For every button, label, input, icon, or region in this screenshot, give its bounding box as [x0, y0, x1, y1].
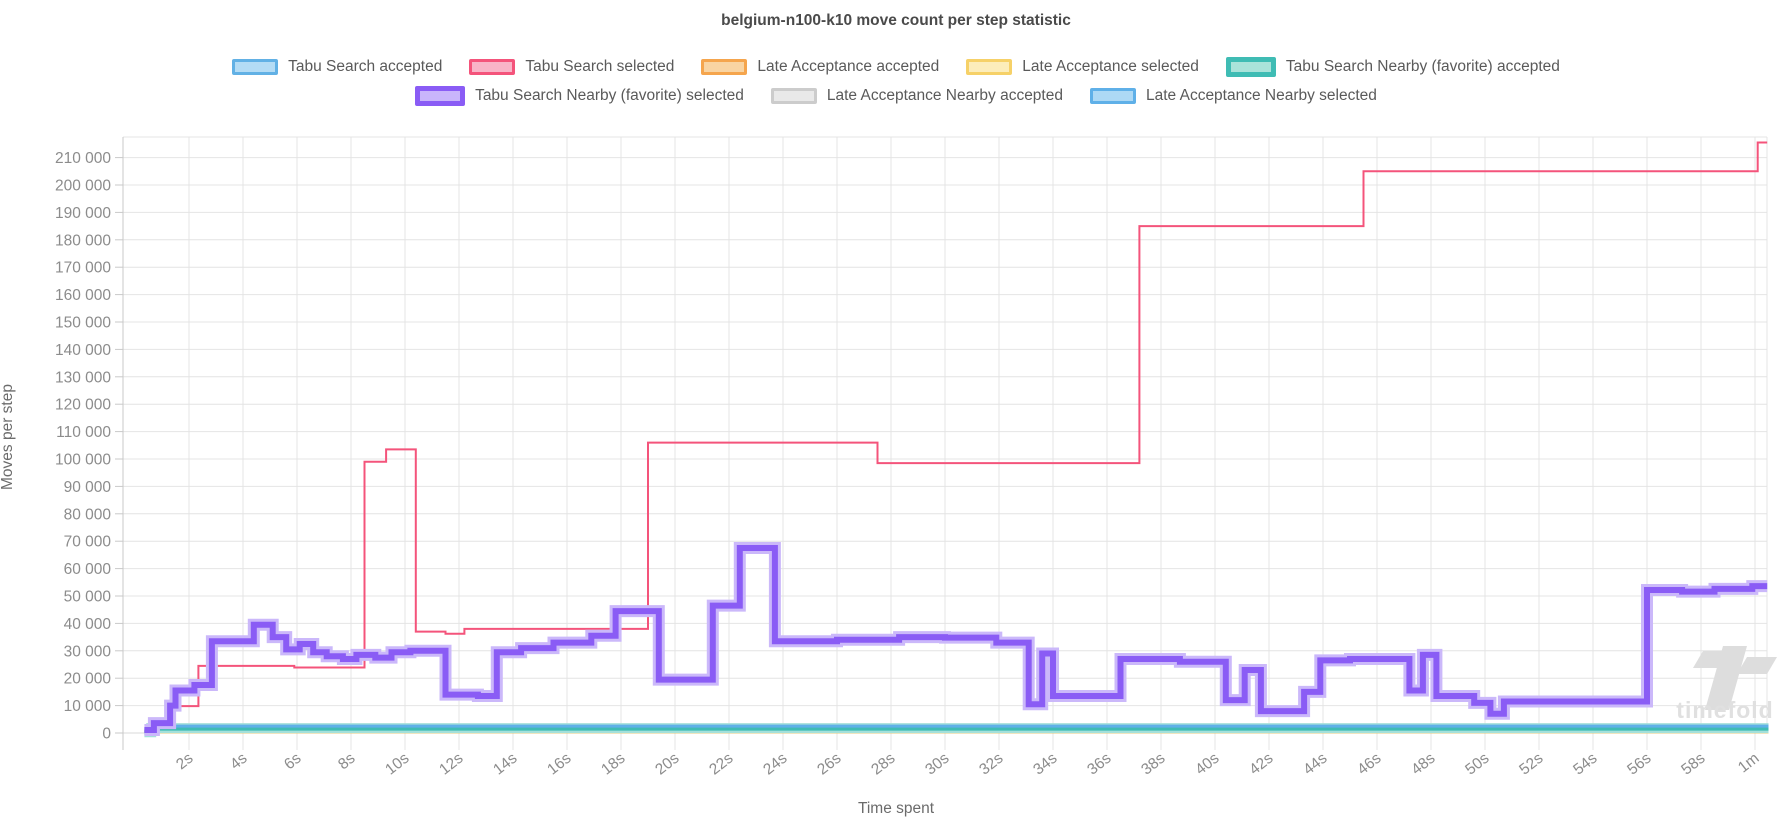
y-tick-label: 50 000: [64, 589, 112, 606]
legend-item-late-acceptance-accepted[interactable]: Late Acceptance accepted: [701, 58, 939, 76]
legend-label: Late Acceptance Nearby accepted: [826, 87, 1063, 104]
y-tick-label: 190 000: [55, 205, 111, 222]
y-tick-label: 40 000: [64, 616, 112, 633]
x-tick-label: 20s: [652, 750, 682, 779]
x-tick-label: 52s: [1516, 750, 1546, 779]
y-tick-label: 130 000: [55, 369, 111, 386]
legend-row-2: Tabu Search Nearby (favorite) selected La…: [0, 86, 1792, 106]
legend-label: Tabu Search selected: [525, 58, 675, 75]
x-tick-label: 48s: [1408, 750, 1438, 779]
legend-swatch-late-acceptance-accepted: [701, 59, 748, 75]
y-tick-label: 170 000: [55, 260, 111, 277]
x-tick-label: 8s: [335, 750, 359, 774]
x-tick-label: 22s: [706, 750, 736, 779]
legend-item-tabu-search-nearby-favorite-accepted[interactable]: Tabu Search Nearby (favorite) accepted: [1225, 57, 1560, 77]
legend-row-1: Tabu Search accepted Tabu Search selected…: [0, 57, 1792, 77]
axes: [115, 137, 124, 750]
x-tick-label: 38s: [1138, 750, 1168, 779]
y-tick-label: 30 000: [64, 643, 112, 660]
x-tick-label: 56s: [1624, 750, 1654, 779]
y-tick-label: 0: [102, 726, 111, 743]
x-tick-label: 30s: [922, 750, 952, 779]
legend-label: Late Acceptance selected: [1022, 58, 1199, 75]
x-axis-tick-labels: 2s 4s 6s 8s 10s 12s 14s 16s 18s 20s 22s 24s 26s 28s 30…: [173, 750, 1762, 779]
legend-item-late-acceptance-nearby-selected[interactable]: Late Acceptance Nearby selected: [1089, 87, 1377, 105]
y-tick-label: 210 000: [55, 150, 111, 167]
x-tick-label: 10s: [382, 750, 412, 779]
series-line-tabu-search-nearby-favorite-selected: [144, 545, 1768, 733]
x-tick-label: 1m: [1735, 750, 1762, 777]
x-tick-label: 16s: [544, 750, 574, 779]
legend-label: Tabu Search accepted: [288, 58, 443, 75]
series-line-tabu-search-selected: [144, 141, 1768, 733]
legend-item-late-acceptance-selected[interactable]: Late Acceptance selected: [966, 58, 1199, 76]
y-tick-label: 120 000: [55, 397, 111, 414]
x-tick-label: 18s: [598, 750, 628, 779]
legend-label: Late Acceptance Nearby selected: [1145, 87, 1377, 104]
legend-label: Late Acceptance accepted: [757, 58, 940, 75]
y-tick-label: 110 000: [56, 424, 111, 441]
x-tick-label: 28s: [868, 750, 898, 779]
legend-item-tabu-search-selected[interactable]: Tabu Search selected: [469, 58, 674, 76]
y-tick-label: 180 000: [55, 232, 111, 249]
x-tick-label: 34s: [1030, 750, 1060, 779]
y-axis-tick-labels: 0 10 000 20 000 30 000 40 000 50 000 60 000 70 …: [55, 150, 111, 742]
legend-swatch-tabu-search-nearby-favorite-selected: [415, 86, 466, 106]
y-tick-label: 100 000: [55, 452, 111, 469]
x-tick-label: 50s: [1462, 750, 1492, 779]
x-tick-label: 32s: [976, 750, 1006, 779]
legend-swatch-tabu-search-selected: [469, 59, 516, 75]
x-tick-label: 40s: [1192, 750, 1222, 779]
y-tick-label: 10 000: [64, 698, 112, 715]
legend-swatch-late-acceptance-nearby-accepted: [770, 88, 817, 104]
y-tick-label: 20 000: [64, 671, 112, 688]
x-tick-label: 12s: [436, 750, 466, 779]
series-lines: [144, 141, 1769, 738]
legend-item-tabu-search-nearby-favorite-selected[interactable]: Tabu Search Nearby (favorite) selected: [415, 86, 744, 106]
x-tick-label: 14s: [490, 750, 520, 779]
legend-swatch-tabu-search-nearby-favorite-accepted: [1225, 57, 1276, 77]
legend-label: Tabu Search Nearby (favorite) accepted: [1285, 58, 1560, 75]
y-tick-label: 160 000: [55, 287, 111, 304]
timefold-watermark-text: timefold: [1676, 697, 1773, 723]
x-tick-label: 54s: [1570, 750, 1600, 779]
y-tick-label: 150 000: [55, 315, 111, 332]
legend-swatch-tabu-search-accepted: [232, 59, 279, 75]
x-tick-label: 26s: [814, 750, 844, 779]
y-tick-label: 60 000: [64, 561, 112, 578]
legend-swatch-late-acceptance-nearby-selected: [1089, 88, 1136, 104]
legend-item-late-acceptance-nearby-accepted[interactable]: Late Acceptance Nearby accepted: [770, 87, 1063, 105]
x-tick-label: 4s: [227, 750, 251, 774]
x-axis-title: Time spent: [857, 800, 935, 817]
x-tick-label: 2s: [173, 750, 197, 774]
x-tick-label: 58s: [1678, 750, 1708, 779]
y-tick-label: 70 000: [64, 534, 112, 551]
legend-item-tabu-search-accepted[interactable]: Tabu Search accepted: [232, 58, 442, 76]
x-tick-label: 36s: [1084, 750, 1114, 779]
y-tick-label: 200 000: [55, 178, 111, 195]
x-tick-label: 46s: [1354, 750, 1384, 779]
chart-title: belgium-n100-k10 move count per step sta…: [721, 12, 1071, 29]
x-tick-label: 24s: [760, 750, 790, 779]
x-tick-label: 6s: [281, 750, 305, 774]
y-tick-label: 80 000: [64, 506, 112, 523]
legend-label: Tabu Search Nearby (favorite) selected: [475, 87, 744, 104]
x-tick-label: 44s: [1300, 750, 1330, 779]
y-tick-label: 140 000: [55, 342, 111, 359]
legend: Tabu Search accepted Tabu Search selected…: [0, 57, 1792, 106]
grid: [123, 136, 1768, 750]
y-tick-label: 90 000: [64, 479, 112, 496]
timefold-watermark: timefold: [1676, 646, 1777, 723]
legend-swatch-late-acceptance-selected: [966, 59, 1013, 75]
x-tick-label: 42s: [1246, 750, 1276, 779]
